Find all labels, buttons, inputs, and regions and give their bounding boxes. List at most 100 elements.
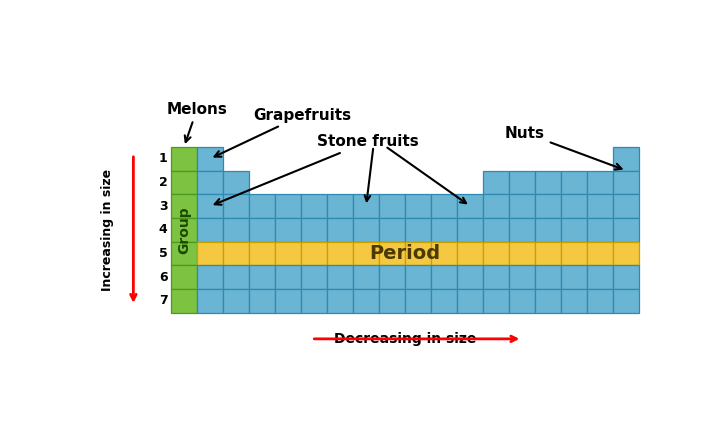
Bar [509,218,535,242]
Bar [249,218,275,242]
Bar [535,170,562,194]
Bar [353,194,379,218]
Bar [301,265,327,289]
Bar [379,218,405,242]
Bar [327,289,353,313]
Bar [483,242,509,265]
Bar [171,289,197,313]
Bar [223,194,249,218]
Bar [457,218,483,242]
Bar [562,170,588,194]
Bar [223,289,249,313]
Bar [457,265,483,289]
Bar [509,265,535,289]
Bar [197,242,223,265]
Bar [588,265,613,289]
Bar [457,194,483,218]
Bar [275,289,301,313]
Bar [301,289,327,313]
Bar [613,218,639,242]
Text: 3: 3 [159,200,168,213]
Bar [588,218,613,242]
Bar [431,218,457,242]
Bar [353,265,379,289]
Bar [588,289,613,313]
Bar [457,242,483,265]
Text: Melons: Melons [166,102,228,142]
Bar [171,265,197,289]
Bar [197,265,223,289]
Text: 7: 7 [158,294,168,307]
Bar [327,265,353,289]
Bar [327,242,353,265]
Bar [562,218,588,242]
Bar [327,194,353,218]
Bar [613,289,639,313]
Bar [483,170,509,194]
Bar [535,265,562,289]
Bar [249,289,275,313]
Bar [223,170,249,194]
Bar [275,265,301,289]
Bar [405,265,431,289]
Bar [197,147,223,170]
Bar [535,218,562,242]
Bar [457,289,483,313]
Bar [301,242,327,265]
Bar [613,242,639,265]
Bar [353,242,379,265]
Text: Stone fruits: Stone fruits [215,134,418,205]
Bar [197,170,223,194]
Bar [353,289,379,313]
Bar [588,170,613,194]
Bar [301,194,327,218]
Bar [483,265,509,289]
Bar [223,242,249,265]
Text: Decreasing in size: Decreasing in size [334,332,477,346]
Bar [379,265,405,289]
Bar [223,218,249,242]
Text: 5: 5 [158,247,168,260]
Bar [509,242,535,265]
Bar [613,170,639,194]
Bar [405,242,431,265]
Text: Grapefruits: Grapefruits [215,108,351,157]
Bar [249,194,275,218]
Text: 1: 1 [158,152,168,165]
Bar [275,242,301,265]
Bar [613,194,639,218]
Text: 4: 4 [158,223,168,237]
Bar [483,194,509,218]
Bar [171,194,197,218]
Bar [353,218,379,242]
Bar [535,194,562,218]
Bar [197,218,223,242]
Bar [431,242,457,265]
Bar [562,194,588,218]
Bar [223,265,249,289]
Bar [562,265,588,289]
Bar [301,218,327,242]
Bar [197,194,223,218]
Bar [509,170,535,194]
Text: 2: 2 [158,176,168,189]
Text: Increasing in size: Increasing in size [101,169,114,291]
Text: Group: Group [177,206,191,254]
Bar [171,242,197,265]
Bar [431,265,457,289]
Bar [613,265,639,289]
Text: Period: Period [369,244,441,263]
Bar [431,289,457,313]
Bar [171,218,197,242]
Bar [379,194,405,218]
Bar [562,289,588,313]
Bar [535,289,562,313]
Bar [509,194,535,218]
Bar [249,265,275,289]
Bar [275,194,301,218]
Bar [613,147,639,170]
Bar [197,289,223,313]
Bar [509,289,535,313]
Bar [379,242,405,265]
Bar [483,289,509,313]
